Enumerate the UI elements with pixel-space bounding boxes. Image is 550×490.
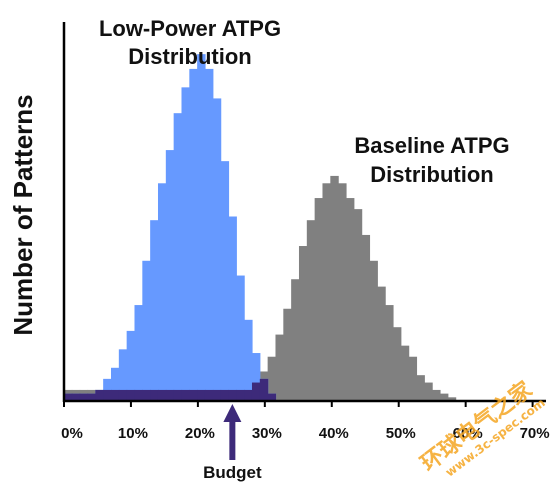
overlap-bar — [236, 389, 245, 401]
overlap-bar — [189, 389, 198, 401]
low-power-bar — [212, 98, 222, 402]
overlap-bar — [71, 393, 81, 401]
low-power-bar — [173, 113, 183, 402]
low-power-bars — [64, 54, 277, 402]
low-power-bar — [181, 87, 190, 401]
low-power-bar — [204, 68, 214, 402]
low-power-bar — [236, 275, 245, 401]
x-tick-label: 40% — [319, 425, 349, 442]
budget-arrow — [223, 404, 242, 460]
x-tick-label: 50% — [386, 425, 416, 442]
low-power-bar — [134, 305, 143, 401]
baseline-bar — [377, 286, 386, 401]
low-power-bar — [142, 260, 151, 401]
overlap-bar — [181, 389, 190, 401]
low-power-label-line1: Low-Power ATPG — [99, 16, 281, 41]
baseline-bar — [298, 246, 308, 401]
x-tick-label: 70% — [520, 425, 550, 442]
low-power-bar — [251, 353, 261, 401]
baseline-bar — [400, 345, 410, 401]
overlap-bar — [118, 389, 128, 401]
low-power-bar — [126, 330, 136, 401]
baseline-label-line2: Distribution — [370, 162, 493, 187]
baseline-bar — [385, 305, 394, 401]
overlap-bar — [103, 389, 112, 401]
baseline-bar — [306, 220, 316, 401]
x-axis-ticks: 0% 10% 20% 30% 40% 50% 60% 70% — [61, 401, 550, 442]
overlap-bar — [150, 389, 159, 401]
overlap-bar — [220, 389, 230, 401]
low-power-bar — [228, 216, 237, 401]
overlap-bar — [259, 378, 269, 401]
overlap-bar — [79, 393, 89, 401]
overlap-bar — [165, 389, 175, 401]
overlap-bar — [95, 389, 104, 401]
low-power-bar — [244, 319, 253, 401]
baseline-bar — [314, 198, 324, 401]
low-power-bar — [220, 161, 230, 401]
overlap-bar — [228, 389, 237, 401]
overlap-bar — [173, 389, 183, 401]
x-tick-label: 20% — [185, 425, 215, 442]
baseline-bar — [369, 260, 378, 401]
low-power-bar — [157, 183, 167, 401]
baseline-bar — [416, 375, 425, 401]
low-power-label-line2: Distribution — [128, 44, 251, 69]
baseline-bar — [432, 389, 441, 401]
overlap-bar — [134, 389, 143, 401]
overlap-bar — [87, 393, 96, 401]
low-power-bar — [118, 349, 128, 401]
overlap-bar — [157, 389, 167, 401]
x-tick-label: 30% — [252, 425, 282, 442]
y-axis-label: Number of Patterns — [8, 94, 38, 335]
x-tick-label: 0% — [61, 425, 83, 442]
overlap-bar — [142, 389, 151, 401]
low-power-bar — [197, 54, 206, 401]
overlap-bar — [212, 389, 222, 401]
x-tick-label: 60% — [453, 425, 483, 442]
low-power-bar — [189, 68, 198, 402]
overlap-bar — [126, 389, 136, 401]
baseline-bar — [338, 183, 347, 401]
baseline-bar — [439, 393, 449, 401]
low-power-bar — [111, 367, 120, 401]
budget-arrow-head — [223, 404, 242, 422]
baseline-bar — [392, 327, 402, 401]
baseline-bar — [267, 356, 277, 401]
overlap-bar — [204, 389, 214, 401]
overlap-bars — [64, 378, 277, 401]
overlap-bar — [111, 389, 120, 401]
baseline-bar — [447, 397, 457, 401]
baseline-bar — [291, 279, 300, 401]
low-power-bar — [165, 150, 175, 401]
baseline-bar — [345, 198, 355, 401]
x-tick-label: 10% — [118, 425, 148, 442]
budget-label: Budget — [203, 463, 262, 482]
baseline-bar — [330, 175, 339, 401]
baseline-bar — [353, 209, 363, 401]
baseline-bar — [408, 356, 418, 401]
low-power-bar — [150, 220, 159, 401]
baseline-bar — [322, 183, 331, 401]
baseline-bar — [283, 308, 292, 401]
overlap-bar — [197, 389, 206, 401]
baseline-label-line1: Baseline ATPG — [354, 133, 509, 158]
overlap-bar — [267, 393, 277, 401]
baseline-bar — [361, 234, 371, 401]
overlap-bar — [251, 382, 261, 401]
baseline-bar — [424, 382, 433, 401]
overlap-bar — [244, 389, 253, 401]
overlap-bar — [64, 393, 73, 401]
baseline-bar — [275, 334, 284, 401]
